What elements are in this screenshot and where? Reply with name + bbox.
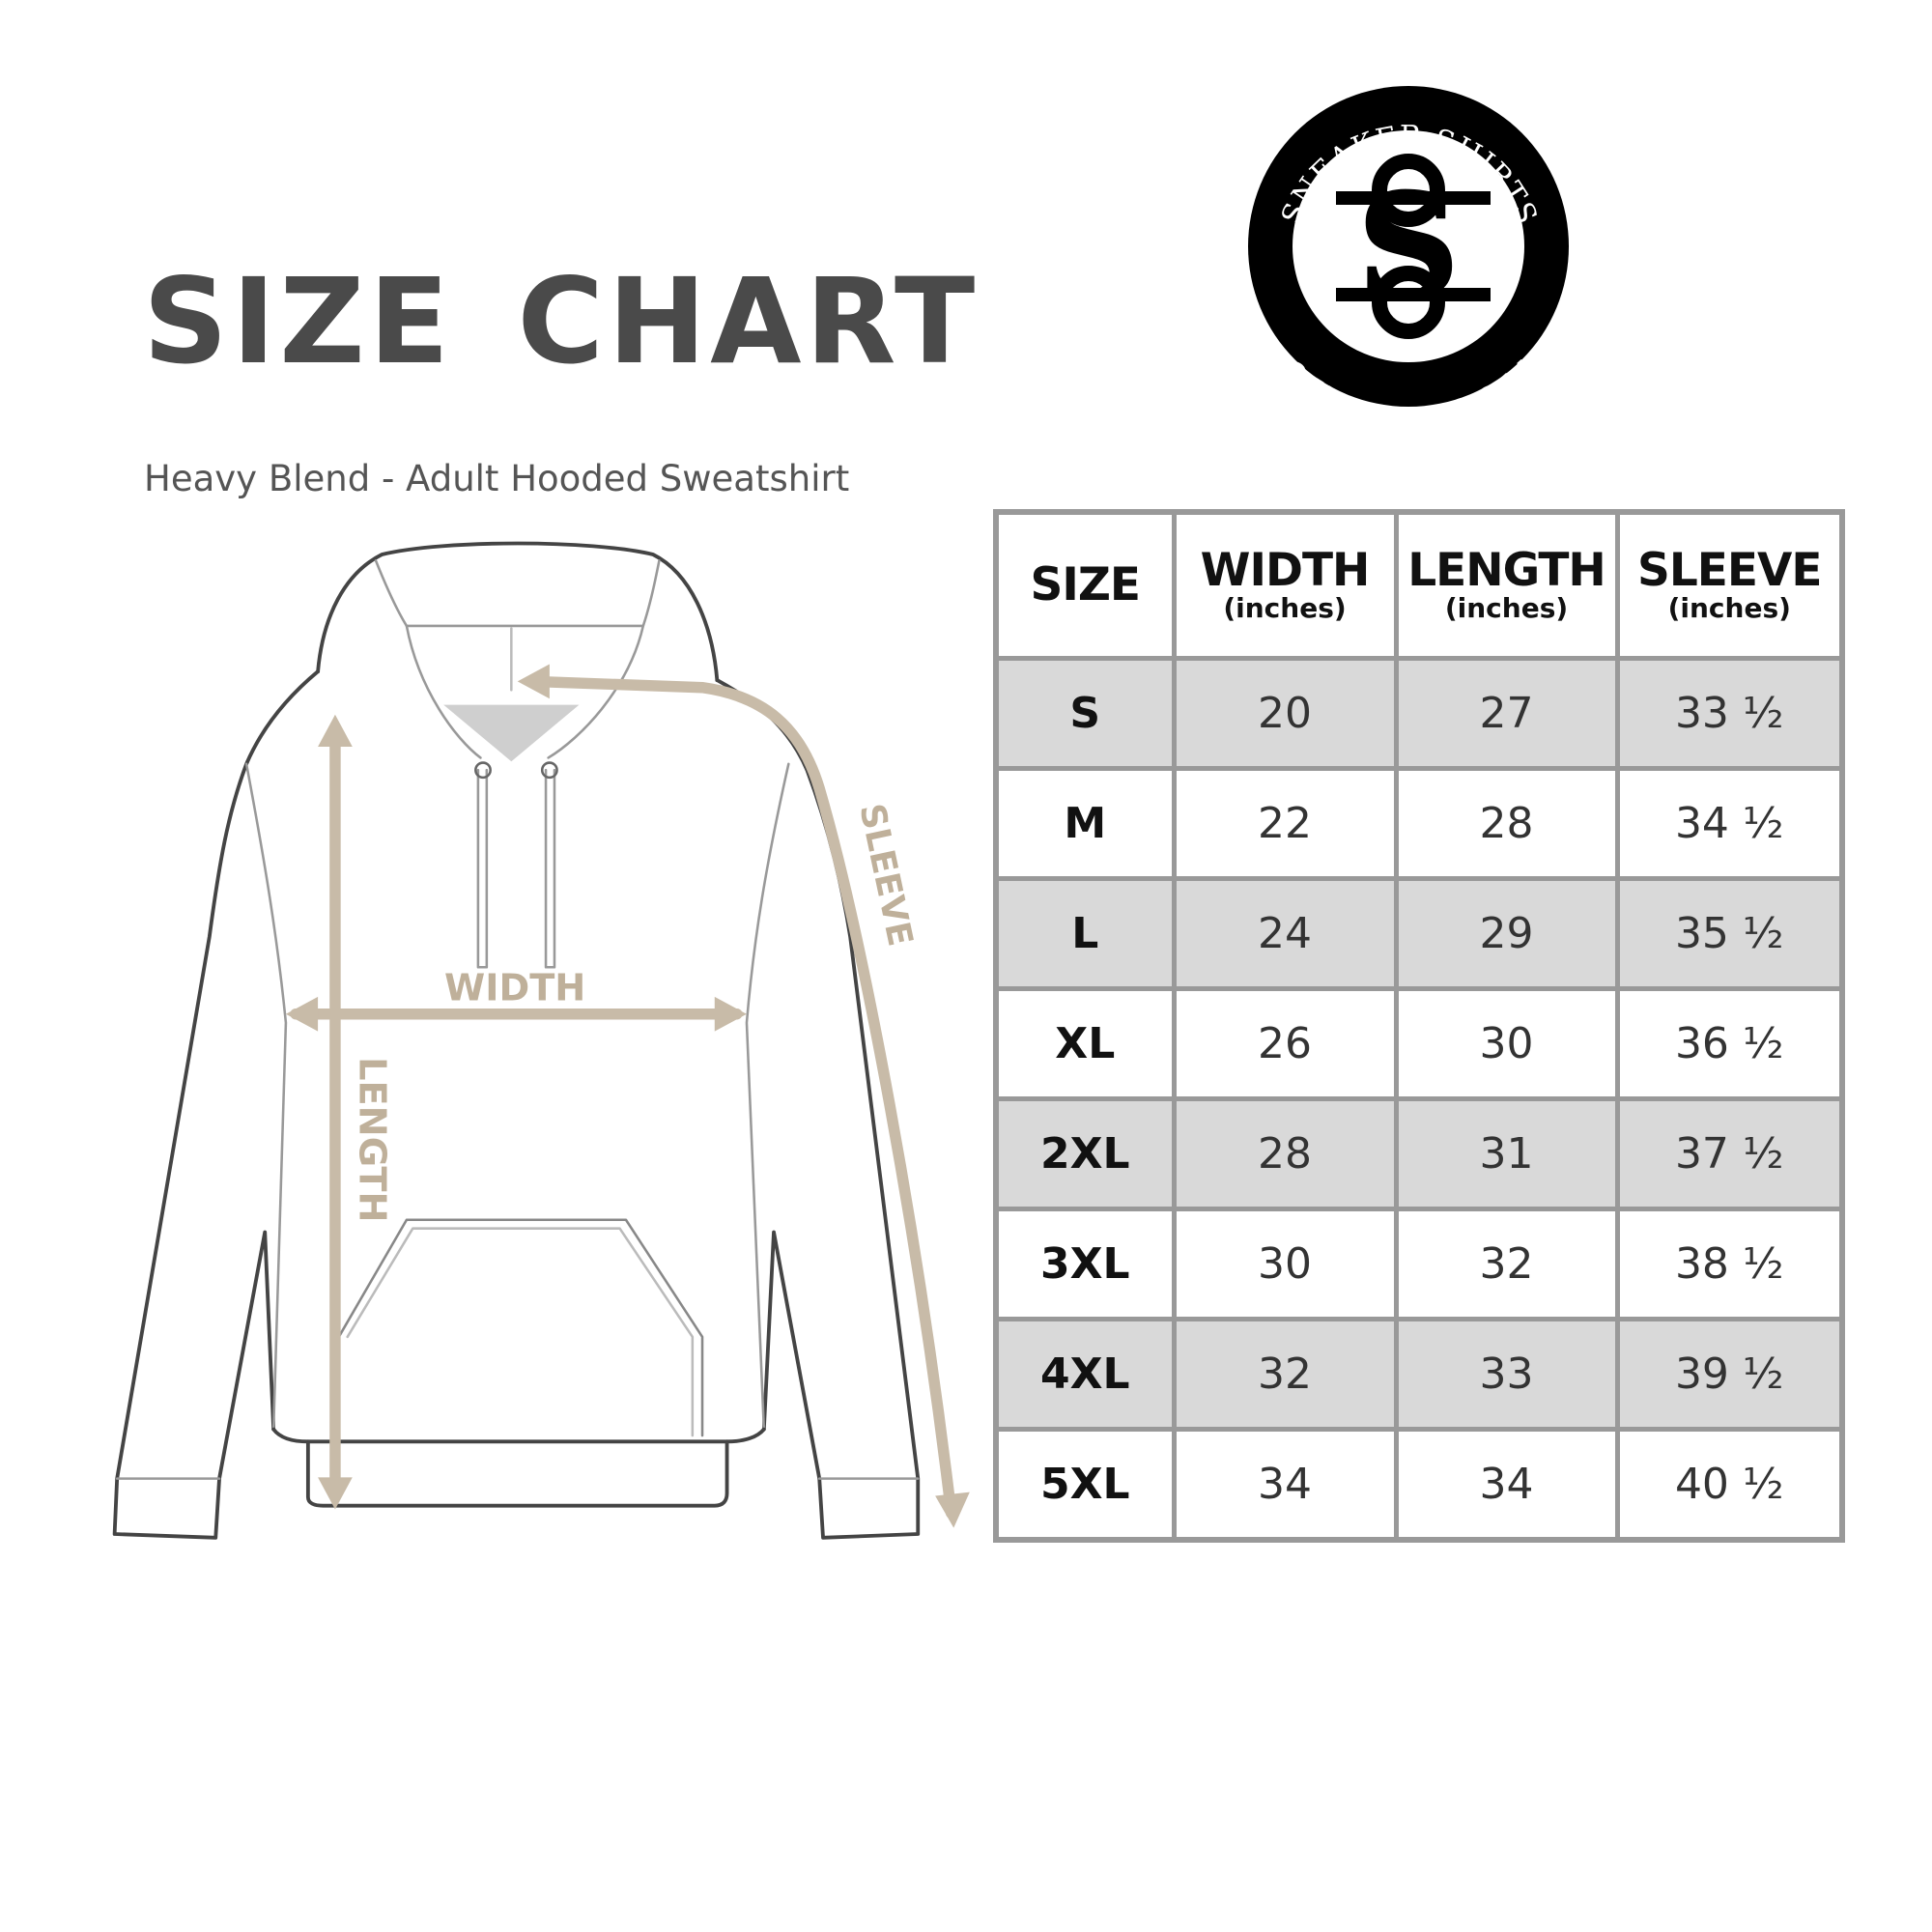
width-cell: 32 <box>1171 1317 1399 1432</box>
table-row: 3XL 30 32 38 ½ <box>993 1207 1845 1321</box>
sleeve-cell: 39 ½ <box>1614 1317 1845 1432</box>
sleeve-arrow <box>526 675 957 1520</box>
width-cell: 22 <box>1171 766 1399 881</box>
width-cell: 20 <box>1171 656 1399 771</box>
size-cell: 4XL <box>993 1317 1177 1432</box>
column-unit: (inches) <box>1444 592 1569 625</box>
length-cell: 30 <box>1393 986 1620 1101</box>
length-cell: 34 <box>1393 1427 1620 1543</box>
table-row: 5XL 34 34 40 ½ <box>993 1427 1845 1543</box>
column-header-sleeve: SLEEVE (inches) <box>1614 509 1845 661</box>
table-row: 4XL 32 33 39 ½ <box>993 1317 1845 1432</box>
width-cell: 26 <box>1171 986 1399 1101</box>
product-subtitle: Heavy Blend - Adult Hooded Sweatshirt <box>144 458 850 499</box>
column-header-length: LENGTH (inches) <box>1393 509 1620 661</box>
size-cell: 2XL <box>993 1096 1177 1211</box>
width-cell: 24 <box>1171 876 1399 991</box>
table-row: L 24 29 35 ½ <box>993 876 1845 991</box>
column-label: WIDTH <box>1200 543 1371 597</box>
hoodie-outline <box>112 541 921 1540</box>
sleeve-cell: 36 ½ <box>1614 986 1845 1101</box>
column-unit: (inches) <box>1223 592 1347 625</box>
sleeve-cell: 37 ½ <box>1614 1096 1845 1211</box>
column-label: SLEEVE <box>1637 543 1822 597</box>
table-row: XL 26 30 36 ½ <box>993 986 1845 1101</box>
size-cell: 3XL <box>993 1207 1177 1321</box>
column-unit: (inches) <box>1667 592 1791 625</box>
sleeve-cell: 38 ½ <box>1614 1207 1845 1321</box>
size-cell: M <box>993 766 1177 881</box>
length-cell: 29 <box>1393 876 1620 991</box>
size-cell: L <box>993 876 1177 991</box>
svg-text:S: S <box>1356 161 1461 331</box>
sleeve-cell: 33 ½ <box>1614 656 1845 771</box>
length-label: LENGTH <box>350 1057 393 1222</box>
brand-logo: SNEAKER SHIRTS OUTLET.COM S <box>1248 86 1569 411</box>
column-label: SIZE <box>1030 558 1141 612</box>
column-label: LENGTH <box>1407 543 1606 597</box>
measurement-arrows <box>290 675 957 1520</box>
table-row: M 22 28 34 ½ <box>993 766 1845 881</box>
sleeve-cell: 40 ½ <box>1614 1427 1845 1543</box>
table-row: 2XL 28 31 37 ½ <box>993 1096 1845 1211</box>
length-cell: 31 <box>1393 1096 1620 1211</box>
arrowheads <box>285 664 970 1528</box>
sleeve-cell: 35 ½ <box>1614 876 1845 991</box>
page-title: SIZE CHART <box>143 253 980 390</box>
length-cell: 28 <box>1393 766 1620 881</box>
width-cell: 30 <box>1171 1207 1399 1321</box>
width-label: WIDTH <box>444 967 585 1010</box>
monogram-icon: S <box>1336 154 1491 339</box>
width-cell: 34 <box>1171 1427 1399 1543</box>
column-header-size: SIZE <box>993 509 1177 661</box>
size-cell: 5XL <box>993 1427 1177 1543</box>
sleeve-label: SLEEVE <box>851 801 920 951</box>
length-cell: 33 <box>1393 1317 1620 1432</box>
length-cell: 27 <box>1393 656 1620 771</box>
table-header-row: SIZE WIDTH (inches) LENGTH (inches) SLEEVE… <box>993 509 1845 661</box>
sleeve-cell: 34 ½ <box>1614 766 1845 881</box>
width-cell: 28 <box>1171 1096 1399 1211</box>
column-header-width: WIDTH (inches) <box>1171 509 1399 661</box>
size-cell: XL <box>993 986 1177 1101</box>
length-cell: 32 <box>1393 1207 1620 1321</box>
neckline-shade <box>443 704 580 762</box>
size-cell: S <box>993 656 1177 771</box>
size-table: SIZE WIDTH (inches) LENGTH (inches) SLEEVE… <box>993 509 1845 1543</box>
table-row: S 20 27 33 ½ <box>993 656 1845 771</box>
